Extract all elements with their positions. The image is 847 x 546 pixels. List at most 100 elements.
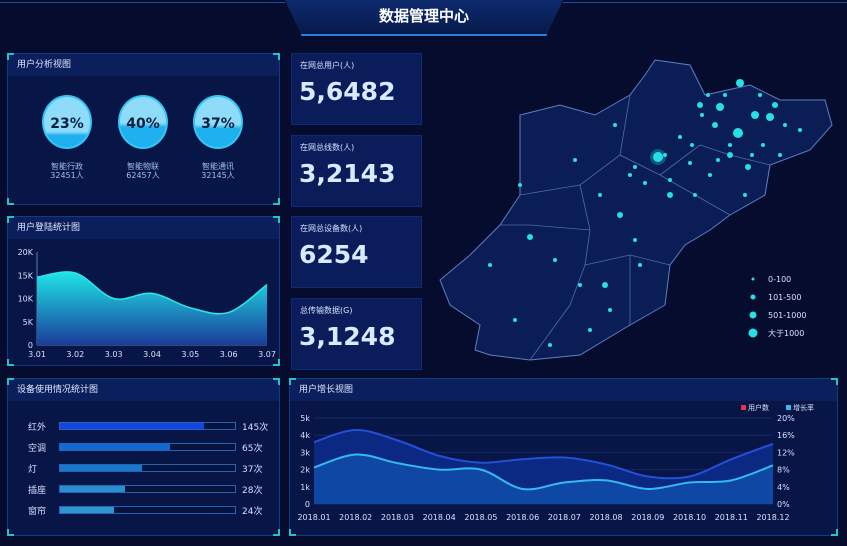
bar-row: 插座 28次 xyxy=(28,483,283,496)
map-dot xyxy=(745,164,751,170)
y-tick-left: 2k xyxy=(300,466,310,475)
panel-title: 用户登陆统计图 xyxy=(8,217,279,239)
ball-label: 智能物联 62457人 xyxy=(126,162,160,180)
legend-label: 0-100 xyxy=(768,275,791,284)
x-tick-label: 2018.05 xyxy=(464,513,497,522)
map-dot xyxy=(608,308,612,312)
y-tick-right: 12% xyxy=(777,448,795,457)
ball-label: 智能行政 32451人 xyxy=(50,162,84,180)
x-tick-label: 3.05 xyxy=(181,350,199,359)
map-dot xyxy=(633,165,637,169)
legend-label: 101-500 xyxy=(768,293,801,302)
x-tick-label: 3.03 xyxy=(105,350,123,359)
legend-label: 大于1000 xyxy=(768,328,804,338)
legend-swatch xyxy=(741,405,746,410)
legend-label: 用户数 xyxy=(748,403,769,412)
device-usage-panel: 设备使用情况统计图 红外 145次 空调 65次灯 37次 插座 28次 窗帘 24次 xyxy=(7,378,280,536)
x-tick-label: 3.02 xyxy=(66,350,84,359)
percent-ball: 23% xyxy=(42,95,92,149)
map-dot xyxy=(578,283,582,287)
bar-track xyxy=(59,506,236,514)
x-tick-label: 2018.06 xyxy=(506,513,539,522)
x-tick-label: 3.01 xyxy=(28,350,46,359)
legend-label: 增长率 xyxy=(793,403,814,412)
map-dot xyxy=(761,143,765,147)
map-dot xyxy=(728,143,732,147)
series-line xyxy=(313,429,774,480)
bar-value: 65次 xyxy=(242,444,263,454)
bar-label: 插座 xyxy=(28,486,47,496)
bar-track xyxy=(59,464,236,472)
map-dot xyxy=(712,122,718,128)
bar-fill xyxy=(60,423,204,429)
map-dot xyxy=(778,153,782,157)
map-dot xyxy=(743,193,747,197)
bar-fill xyxy=(60,486,125,492)
map-dot xyxy=(678,135,682,139)
map-dot xyxy=(700,113,704,117)
area-line xyxy=(36,271,268,315)
map-dot xyxy=(638,263,642,267)
x-tick-label: 2018.11 xyxy=(715,513,748,522)
legend-dot xyxy=(751,277,755,281)
y-tick-label: 20K xyxy=(18,248,34,257)
y-tick-left: 1k xyxy=(300,483,310,492)
legend-dot xyxy=(750,294,756,300)
map-dot xyxy=(527,234,533,240)
x-tick-label: 2018.02 xyxy=(339,513,372,522)
map-dot xyxy=(736,79,744,87)
map-dot xyxy=(553,258,557,262)
map-dot xyxy=(758,93,762,97)
map-dot xyxy=(716,158,720,162)
map-dot xyxy=(727,152,733,158)
x-tick-label: 2018.07 xyxy=(548,513,581,522)
map-dot xyxy=(663,153,667,157)
legend-swatch xyxy=(786,405,791,410)
map-dot xyxy=(668,178,672,182)
map-dot xyxy=(693,193,697,197)
region-map[interactable]: 0-100 101-500 501-1000 大于1000 xyxy=(430,55,847,370)
user-analysis-panel: 用户分析视图 23% 智能行政 32451人 40% 智能物联 62457人 37%… xyxy=(7,53,280,205)
y-tick-left: 0 xyxy=(305,500,310,509)
bar-track xyxy=(59,443,236,451)
map-dot xyxy=(602,282,608,288)
y-tick-left: 3k xyxy=(300,448,310,457)
map-dot xyxy=(588,328,592,332)
map-dot xyxy=(617,212,623,218)
map-dot xyxy=(653,152,663,162)
bar-value: 24次 xyxy=(242,507,263,517)
bar-label: 红外 xyxy=(28,423,47,433)
map-dot xyxy=(573,158,577,162)
ball-label: 智能通讯 32145人 xyxy=(201,162,235,180)
map-dot xyxy=(613,123,617,127)
x-tick-label: 2018.03 xyxy=(381,513,414,522)
bar-row: 红外 145次 xyxy=(28,420,283,433)
bar-fill xyxy=(60,507,115,513)
bar-track xyxy=(59,422,236,430)
map-dot xyxy=(548,343,552,347)
map-dot xyxy=(513,318,517,322)
bar-row: 灯 37次 xyxy=(28,462,283,475)
map-dot xyxy=(598,193,602,197)
map-dot xyxy=(706,93,710,97)
login-chart: 0 5K 10K 15K 20K 3.01 3.02 3.03 3.04 3.05 3.06 3.07 xyxy=(18,248,276,359)
y-tick-label: 10K xyxy=(18,295,34,304)
map-dot xyxy=(643,181,647,185)
x-tick-label: 3.04 xyxy=(143,350,161,359)
map-dot xyxy=(628,173,632,177)
y-tick-right: 16% xyxy=(777,431,795,440)
y-tick-right: 20% xyxy=(777,414,795,423)
map-dot xyxy=(697,102,703,108)
map-dot xyxy=(488,263,492,267)
header-line-left xyxy=(0,2,285,3)
bar-label: 窗帘 xyxy=(28,507,47,517)
panel-title: 设备使用情况统计图 xyxy=(8,379,279,401)
panel-title: 用户分析视图 xyxy=(8,54,279,76)
bar-value: 145次 xyxy=(242,423,269,433)
x-tick-label: 2018.12 xyxy=(756,513,789,522)
map-dot xyxy=(772,102,778,108)
bar-fill xyxy=(60,444,171,450)
bar-row: 窗帘 24次 xyxy=(28,504,283,517)
x-tick-label: 2018.04 xyxy=(423,513,456,522)
x-tick-label: 2018.08 xyxy=(590,513,623,522)
